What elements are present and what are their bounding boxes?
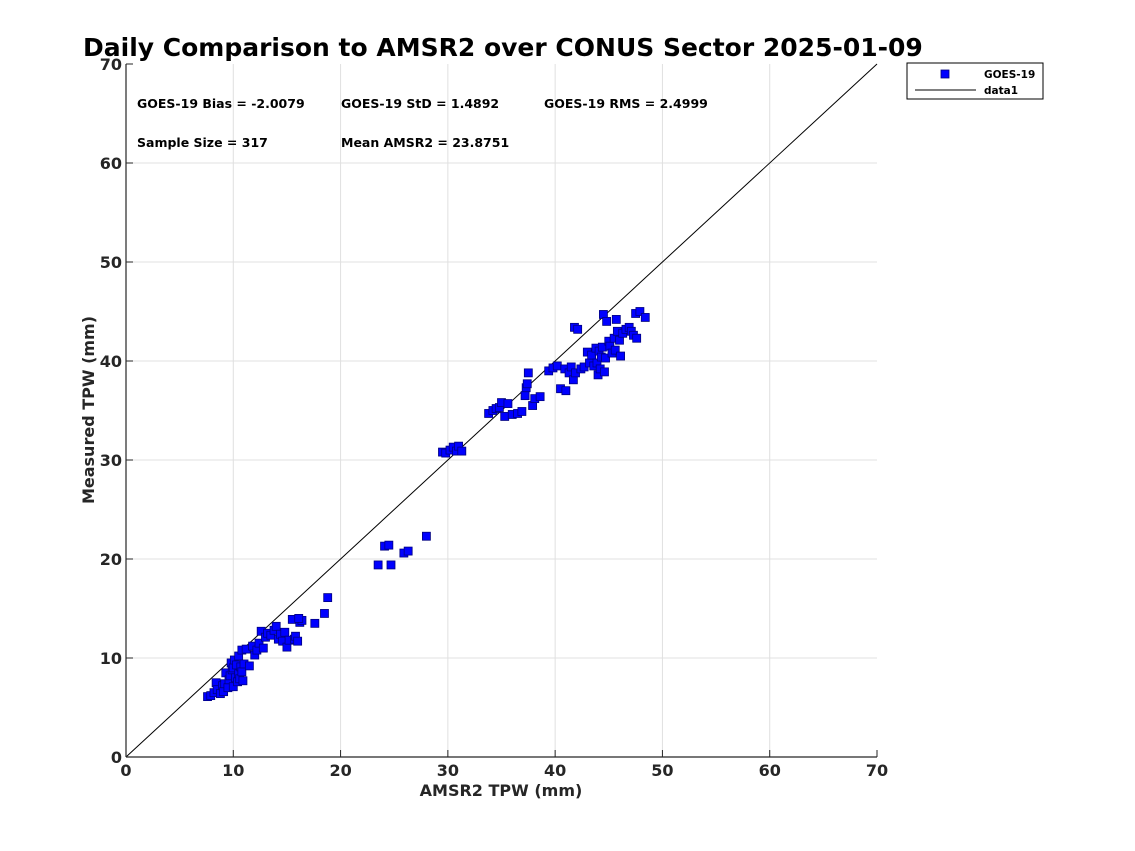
scatter-point [573, 324, 583, 334]
scatter-point [632, 333, 642, 343]
y-tick-label: 40 [100, 352, 122, 371]
scatter-point [601, 353, 610, 363]
x-tick-label: 60 [759, 761, 781, 780]
scatter-point [457, 446, 467, 456]
scatter-point [294, 614, 304, 623]
scatter-point [616, 351, 625, 361]
chart-title: Daily Comparison to AMSR2 over CONUS Sec… [83, 33, 923, 62]
scatter-point [610, 345, 620, 355]
legend-marker-goes19 [940, 69, 950, 79]
y-tick-label: 60 [100, 154, 122, 173]
sample-size-annotation: Sample Size = 317 [137, 135, 268, 150]
scatter-point [320, 609, 329, 618]
scatter-point [535, 392, 545, 402]
y-tick-label: 20 [100, 550, 122, 569]
stats-annotations: GOES-19 Bias = -2.0079 GOES-19 StD = 1.4… [137, 96, 708, 150]
x-tick-label: 20 [329, 761, 351, 780]
scatter-point [280, 627, 290, 637]
scatter-point [323, 593, 333, 603]
bias-annotation: GOES-19 Bias = -2.0079 [137, 96, 305, 111]
mean-annotation: Mean AMSR2 = 23.8751 [341, 135, 509, 150]
scatter-point [635, 307, 645, 316]
legend-label-data1: data1 [984, 85, 1018, 97]
y-tick-label: 30 [100, 451, 122, 470]
scatter-point [517, 407, 527, 416]
scatter-point [602, 316, 612, 326]
std-annotation: GOES-19 StD = 1.4892 [341, 96, 499, 111]
scatter-point [386, 560, 396, 570]
scatter-point [271, 621, 281, 631]
legend-label-goes19: GOES-19 [984, 69, 1035, 81]
scatter-point [310, 618, 320, 628]
scatter-point [403, 546, 413, 556]
x-tick-label: 40 [544, 761, 566, 780]
scatter-point [640, 313, 650, 322]
y-axis-label: Measured TPW (mm) [79, 316, 98, 504]
scatter-point [421, 531, 431, 541]
scatter-point [258, 643, 268, 653]
scatter-point [611, 315, 621, 324]
scatter-point [373, 560, 383, 570]
legend-box [906, 62, 1044, 100]
y-tick-label: 70 [100, 55, 122, 74]
scatter-point [238, 676, 248, 686]
scatter-point [561, 386, 571, 396]
y-tick-label: 10 [100, 649, 122, 668]
scatter-point [384, 540, 394, 550]
y-tick-label: 50 [100, 253, 122, 272]
scatter-point [293, 636, 303, 646]
x-tick-label: 30 [437, 761, 459, 780]
x-tick-label: 0 [120, 761, 131, 780]
scatter-point [552, 361, 562, 371]
x-tick-label: 70 [866, 761, 888, 780]
scatter-point [503, 399, 513, 408]
x-tick-label: 50 [651, 761, 673, 780]
scatter-point [520, 391, 530, 401]
x-axis-label: AMSR2 TPW (mm) [420, 781, 583, 800]
scatter-points [203, 307, 650, 702]
x-tick-label: 10 [222, 761, 244, 780]
scatter-point [244, 661, 254, 671]
rms-annotation: GOES-19 RMS = 2.4999 [544, 96, 708, 111]
axes: 0 10 20 30 40 50 60 70 0 10 20 30 40 50 60 70 [100, 55, 888, 780]
grid [126, 64, 877, 757]
scatter-point [523, 368, 533, 378]
scatter-point [237, 667, 247, 677]
scatter-point [600, 367, 609, 377]
legend: GOES-19 data1 [906, 62, 1044, 100]
scatter-point [500, 412, 510, 421]
y-tick-label: 0 [111, 748, 122, 767]
scatter-point [522, 379, 532, 389]
